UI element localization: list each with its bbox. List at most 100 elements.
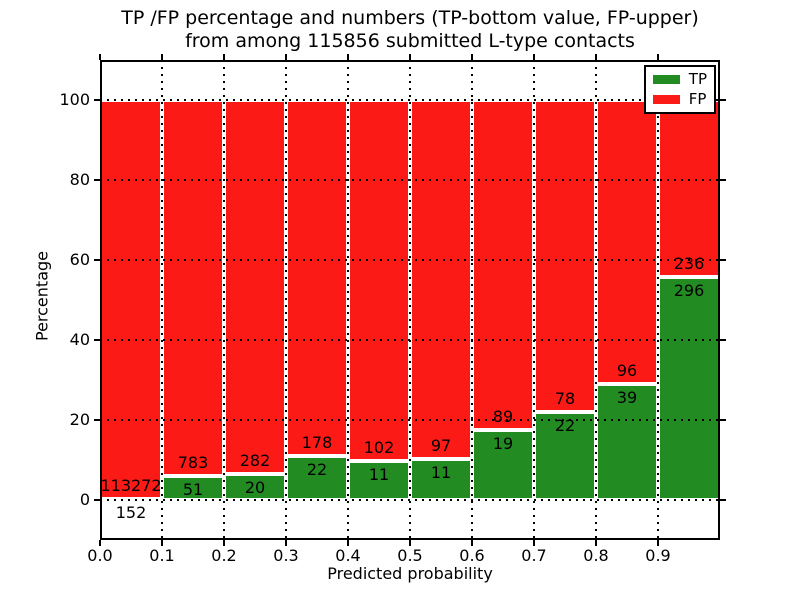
x-tick-label: 0.5 <box>397 546 423 565</box>
bar-fp-segment <box>534 100 596 412</box>
bar-fp-segment <box>410 100 472 460</box>
gridline-x <box>657 60 659 540</box>
bar-fp-count-label: 113272 <box>100 476 162 496</box>
x-tick-label: 0.7 <box>521 546 547 565</box>
legend-label: TP <box>688 70 707 88</box>
bar-fp-count-label: 96 <box>616 361 638 381</box>
y-tick-label: 60 <box>69 250 90 269</box>
bar-tp-count-label: 296 <box>673 281 705 301</box>
x-tick-top <box>595 54 597 60</box>
gridline-x <box>285 60 287 540</box>
bar-tp-segment <box>658 277 720 500</box>
y-tick-left <box>94 179 100 181</box>
x-tick-bottom <box>161 540 163 546</box>
x-tick-bottom <box>347 540 349 546</box>
chart-title-line2: from among 115856 submitted L-type conta… <box>185 30 635 52</box>
gridline-x <box>471 60 473 540</box>
x-tick-bottom <box>285 540 287 546</box>
bar-fp-count-label: 282 <box>239 450 271 470</box>
bar-fp-count-label: 178 <box>301 433 333 452</box>
bar-fp-count-label: 97 <box>430 436 452 456</box>
bar-tp-count-label: 39 <box>616 388 638 408</box>
bar-tp-count-label: 22 <box>306 460 328 479</box>
x-tick-bottom <box>99 540 101 546</box>
y-tick-label: 20 <box>69 410 90 429</box>
gridline-x <box>223 60 225 540</box>
bar-tp-count-label: 19 <box>492 433 514 453</box>
y-tick-label: 100 <box>59 90 90 109</box>
x-tick-bottom <box>223 540 225 546</box>
bar-fp-segment <box>286 100 348 456</box>
x-tick-bottom <box>409 540 411 546</box>
bar-tp-count-label: 22 <box>554 416 576 435</box>
bar-fp-segment <box>596 100 658 385</box>
gridline-x <box>533 60 535 540</box>
x-tick-top <box>533 54 535 60</box>
x-tick-top <box>347 54 349 60</box>
y-tick-left <box>94 259 100 261</box>
bar-fp-segment <box>224 100 286 474</box>
x-tick-label: 0.2 <box>211 546 237 565</box>
x-axis-label: Predicted probability <box>327 564 493 583</box>
y-tick-left <box>94 99 100 101</box>
y-tick-right <box>720 179 726 181</box>
bar-tp-segment <box>286 456 348 500</box>
fp-swatch-icon <box>652 95 680 104</box>
bar-fp-count-label: 78 <box>554 389 576 408</box>
x-tick-top <box>657 54 659 60</box>
gridline-x <box>161 60 163 540</box>
legend-entry-fp: FP <box>652 90 707 108</box>
bar-fp-count-label: 783 <box>177 452 209 472</box>
bar-tp-count-label: 11 <box>368 465 390 485</box>
gridline-x <box>409 60 411 540</box>
y-tick-label: 0 <box>79 490 90 509</box>
bar-fp-segment <box>472 100 534 430</box>
x-tick-top <box>471 54 473 60</box>
y-tick-label: 40 <box>69 330 90 349</box>
bar-tp-segment <box>534 412 596 500</box>
legend-label: FP <box>688 90 707 108</box>
legend-entry-tp: TP <box>652 70 707 88</box>
y-tick-label: 80 <box>69 170 90 189</box>
x-tick-label: 0.6 <box>459 546 485 565</box>
x-tick-label: 0.1 <box>149 546 175 565</box>
bar-fp-segment <box>658 100 720 278</box>
x-tick-top <box>223 54 225 60</box>
bar-fp-segment <box>100 100 162 500</box>
bar-fp-segment <box>162 100 224 476</box>
bar-tp-count-label: 51 <box>182 479 204 499</box>
bar-tp-segment <box>348 461 410 500</box>
x-tick-label: 0.9 <box>645 546 671 565</box>
bar-fp-count-label: 236 <box>673 254 705 274</box>
y-tick-right <box>720 339 726 341</box>
x-tick-top <box>161 54 163 60</box>
gridline-x <box>595 60 597 540</box>
x-tick-label: 0.3 <box>273 546 299 565</box>
bar-tp-count-label: 152 <box>115 503 147 523</box>
y-tick-right <box>720 99 726 101</box>
x-tick-label: 0.8 <box>583 546 609 565</box>
gridline-x <box>347 60 349 540</box>
plot-area: TP FP 113272 152 783 51 282 20 178 22 102 11 97 11 89… <box>100 60 720 540</box>
bar-fp-count-label: 102 <box>363 438 395 458</box>
bar-fp-count-label: 89 <box>492 406 514 426</box>
bar-fp-segment <box>348 100 410 462</box>
bar-tp-segment <box>410 459 472 500</box>
bar-tp-count-label: 20 <box>244 477 266 497</box>
legend: TP FP <box>643 65 716 114</box>
y-tick-left <box>94 339 100 341</box>
y-tick-left <box>94 419 100 421</box>
bar-tp-segment <box>224 473 286 500</box>
tp-swatch-icon <box>652 75 680 84</box>
x-tick-top <box>409 54 411 60</box>
x-tick-bottom <box>595 540 597 546</box>
y-tick-right <box>720 419 726 421</box>
bar-tp-segment <box>162 475 224 500</box>
chart-title-line1: TP /FP percentage and numbers (TP-bottom… <box>121 7 699 29</box>
x-tick-label: 0.4 <box>335 546 361 565</box>
x-tick-bottom <box>657 540 659 546</box>
bar-tp-count-label: 11 <box>430 463 452 483</box>
x-tick-bottom <box>471 540 473 546</box>
x-tick-top <box>285 54 287 60</box>
